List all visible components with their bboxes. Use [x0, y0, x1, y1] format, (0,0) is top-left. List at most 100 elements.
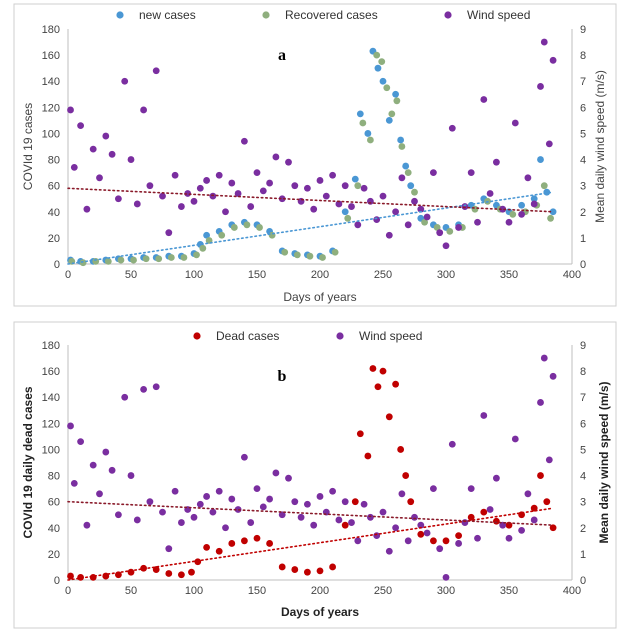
data-point	[291, 182, 299, 190]
x-tick-label: 50	[125, 269, 137, 281]
data-point	[404, 537, 412, 545]
data-point	[367, 513, 374, 521]
data-point	[142, 255, 150, 263]
data-point	[511, 435, 519, 443]
data-point	[537, 156, 544, 163]
y-right-tick-label: 5	[580, 444, 586, 456]
data-point	[374, 64, 382, 72]
data-point	[543, 498, 551, 506]
series-wind-speed	[67, 354, 557, 581]
data-point	[285, 158, 292, 166]
data-point	[203, 493, 211, 500]
data-point	[417, 521, 425, 529]
data-point	[398, 174, 406, 182]
data-point	[392, 380, 399, 388]
data-point	[549, 524, 557, 532]
y-left-tick-label: 80	[48, 155, 60, 167]
data-point	[127, 568, 135, 576]
data-point	[121, 77, 129, 85]
data-point	[70, 479, 78, 487]
y-right-tick-label: 7	[580, 392, 586, 404]
data-point	[493, 158, 500, 166]
y-left-tick-label: 100	[42, 128, 60, 140]
data-point	[354, 221, 362, 229]
data-point	[549, 208, 557, 216]
x-tick-label: 150	[248, 269, 266, 281]
data-point	[455, 540, 462, 547]
data-point	[133, 516, 141, 524]
y-right-tick-label: 0	[580, 259, 586, 271]
data-point	[545, 456, 553, 464]
data-point	[215, 547, 223, 555]
y-right-tick-label: 8	[580, 366, 586, 378]
data-point	[436, 229, 444, 237]
data-point	[297, 513, 305, 521]
data-point	[430, 169, 437, 177]
data-point	[335, 200, 343, 208]
x-tick-label: 250	[374, 585, 392, 597]
legend-label: Recovered cases	[285, 8, 378, 22]
data-point	[188, 568, 195, 576]
y-right-tick-label: 6	[580, 418, 586, 430]
data-point	[266, 540, 273, 547]
data-point	[102, 132, 110, 140]
data-point	[509, 210, 517, 218]
data-point	[329, 171, 336, 179]
data-point	[480, 508, 488, 516]
data-point	[247, 203, 255, 210]
series-recovered-cases	[68, 51, 554, 267]
y-right-tick-label: 7	[580, 76, 586, 88]
data-point	[505, 521, 513, 529]
data-point	[417, 205, 425, 213]
data-point	[108, 466, 116, 474]
legend-marker	[444, 11, 452, 19]
data-point	[165, 229, 173, 237]
data-point	[194, 558, 202, 566]
data-point	[423, 529, 431, 537]
data-point	[442, 573, 450, 581]
data-point	[272, 153, 280, 161]
data-point	[96, 490, 103, 498]
data-point	[379, 192, 387, 200]
data-point	[417, 530, 425, 538]
data-point	[360, 184, 368, 192]
data-point	[133, 200, 141, 208]
data-point	[411, 197, 418, 205]
data-point	[524, 174, 532, 182]
panel-label: b	[278, 368, 287, 385]
data-point	[392, 208, 399, 216]
data-point	[397, 446, 405, 453]
data-point	[344, 214, 352, 222]
data-point	[379, 367, 387, 375]
data-point	[171, 487, 179, 495]
data-point	[341, 182, 349, 190]
data-point	[178, 519, 185, 526]
data-point	[467, 169, 475, 177]
data-point	[373, 216, 381, 224]
chart-panel-b: 0 50 100 150 200 250 300 350 4000204060801001201…	[13, 321, 617, 629]
y-right-tick-label: 9	[580, 340, 586, 352]
legend-label: Wind speed	[467, 8, 530, 22]
data-point	[278, 195, 286, 203]
y-left-tick-label: 180	[42, 340, 60, 352]
data-point	[159, 508, 166, 516]
data-point	[455, 224, 462, 231]
data-point	[411, 513, 418, 521]
data-point	[316, 493, 324, 500]
data-point	[108, 150, 116, 158]
data-point	[70, 163, 78, 171]
data-point	[518, 201, 525, 209]
data-point	[356, 110, 364, 118]
data-point	[79, 259, 87, 267]
data-point	[222, 208, 229, 216]
data-point	[348, 203, 355, 210]
data-point	[77, 438, 84, 446]
y-right-tick-label: 0	[580, 575, 586, 587]
y-axis-left-label: COVId 19 daily dead cases	[21, 386, 35, 538]
y-left-tick-label: 0	[54, 575, 60, 587]
data-point	[165, 570, 173, 577]
x-tick-label: 400	[563, 269, 581, 281]
data-point	[356, 430, 364, 438]
data-point	[121, 393, 129, 401]
y-left-tick-label: 20	[48, 549, 60, 561]
